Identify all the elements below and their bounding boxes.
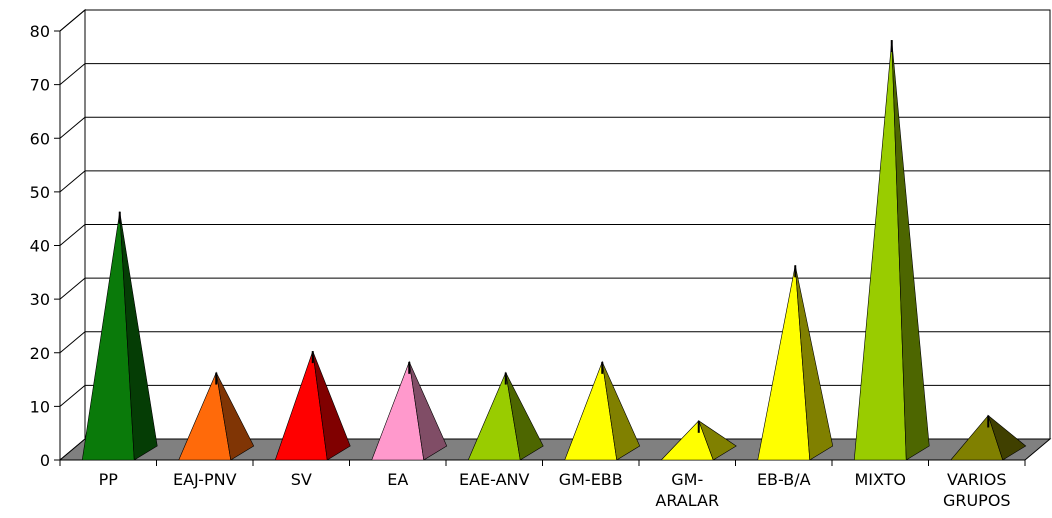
pyramid-eae-anv [467, 371, 544, 461]
x-category-label: GM- [671, 470, 703, 489]
x-category-label: GM-EBB [559, 470, 623, 489]
x-category-label: GRUPOS [943, 491, 1011, 510]
pyramid-side-face [601, 361, 641, 461]
gridline-side [59, 9, 86, 32]
pyramid-side-face [312, 351, 351, 461]
pyramid-side-face [119, 211, 158, 461]
pyramid-gm-aralar [660, 420, 737, 461]
y-tick-label: 40 [30, 237, 50, 256]
pyramid-sv [274, 351, 351, 461]
y-tick-label: 50 [30, 183, 50, 202]
pyramid-side-face [987, 414, 1027, 461]
gridline-side [59, 331, 86, 354]
x-category-label: ARALAR [655, 491, 719, 510]
pyramid-side-face [698, 420, 737, 461]
x-category-label: EB-B/A [757, 470, 811, 489]
pyramid-side-face [891, 40, 930, 461]
gridline-side [59, 384, 86, 407]
pyramid-marks [81, 40, 1027, 461]
x-category-label: MIXTO [854, 470, 906, 489]
x-category-label: EAJ-PNV [173, 470, 237, 489]
y-tick-label: 0 [40, 451, 50, 470]
gridline-side [59, 116, 86, 139]
pyramid-gm-ebb [564, 360, 641, 461]
x-category-label: PP [99, 470, 119, 489]
pyramid-pp [81, 211, 158, 461]
x-category-label: SV [291, 470, 312, 489]
pyramid-varios-grupos [950, 414, 1027, 461]
y-tick-label: 60 [30, 129, 50, 148]
y-axis-ticks: 0 10 20 30 40 50 60 70 80 [30, 22, 60, 470]
y-tick-label: 20 [30, 344, 50, 363]
pyramid-eb-b-a [757, 265, 834, 461]
y-tick-label: 80 [30, 22, 50, 41]
pyramid-mixto [853, 40, 930, 461]
x-axis-labels: PP EAJ-PNV SV EA EAE-ANV GM-EBB GM- ARALAR EB-B/… [99, 470, 1011, 510]
y-tick-label: 10 [30, 397, 50, 416]
pyramid-ea [371, 360, 448, 461]
gridline-side [59, 224, 86, 246]
x-category-label: VARIOS [947, 470, 1006, 489]
gridline-side [59, 63, 86, 86]
pyramid-side-face [794, 265, 834, 461]
y-tick-label: 70 [30, 76, 50, 95]
pyramid-eaj-pnv [178, 371, 255, 461]
x-category-label: EA [387, 470, 408, 489]
pyramid-side-face [505, 372, 544, 461]
gridline-side [59, 277, 86, 300]
y-tick-label: 30 [30, 290, 50, 309]
pyramid-side-face [215, 372, 255, 461]
gridline-side [59, 170, 86, 193]
pyramid-side-face [408, 361, 448, 461]
x-category-label: EAE-ANV [459, 470, 530, 489]
